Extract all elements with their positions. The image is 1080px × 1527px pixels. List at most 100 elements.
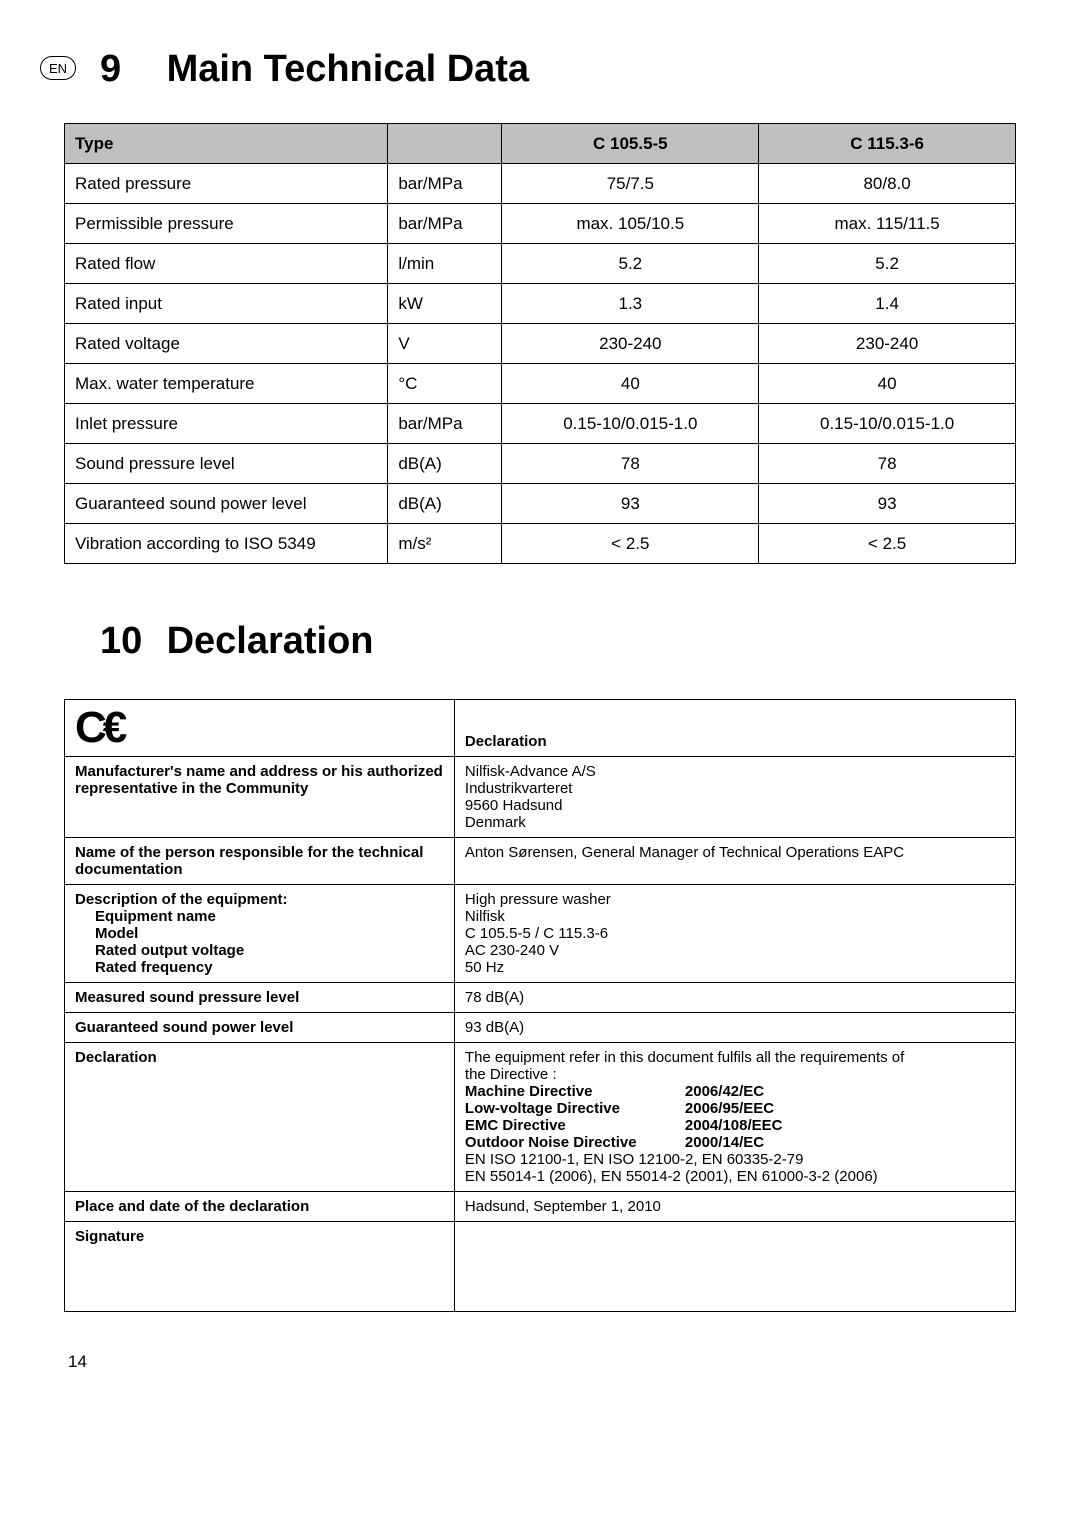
- spec-value-b: 80/8.0: [759, 164, 1016, 204]
- equip-label-l3: Model: [75, 925, 138, 942]
- directive-3: EMC Directive 2004/108/EEC: [465, 1117, 1005, 1134]
- header-type: Type: [65, 124, 388, 164]
- spec-unit: dB(A): [388, 484, 502, 524]
- spec-row: Vibration according to ISO 5349m/s²< 2.5…: [65, 524, 1016, 564]
- standards-l2: EN 55014-1 (2006), EN 55014-2 (2001), EN…: [465, 1168, 878, 1185]
- spec-value-b: 230-240: [759, 324, 1016, 364]
- equipment-description-row: Description of the equipment: Equipment …: [65, 885, 1016, 983]
- equip-label-l2: Equipment name: [75, 908, 216, 925]
- directive-4: Outdoor Noise Directive 2000/14/EC: [465, 1134, 1005, 1151]
- responsible-person-value: Anton Sørensen, General Manager of Techn…: [454, 838, 1015, 885]
- guaranteed-sound-row: Guaranteed sound power level 93 dB(A): [65, 1013, 1016, 1043]
- declaration-value: The equipment refer in this document ful…: [454, 1043, 1015, 1192]
- spec-row: Rated pressurebar/MPa75/7.580/8.0: [65, 164, 1016, 204]
- header-model-a: C 105.5-5: [502, 124, 759, 164]
- spec-unit: l/min: [388, 244, 502, 284]
- manufacturer-value: Nilfisk-Advance A/S Industrikvarteret 95…: [454, 757, 1015, 838]
- equip-value-l4: AC 230-240 V: [465, 942, 559, 959]
- dir3-name: EMC Directive: [465, 1117, 685, 1134]
- decl-intro-l2: the Directive :: [465, 1066, 557, 1083]
- place-date-value: Hadsund, September 1, 2010: [454, 1192, 1015, 1222]
- equip-value-l1: High pressure washer: [465, 891, 611, 908]
- spec-value-a: 0.15-10/0.015-1.0: [502, 404, 759, 444]
- spec-value-b: 93: [759, 484, 1016, 524]
- spec-unit: kW: [388, 284, 502, 324]
- technical-data-table: Type C 105.5-5 C 115.3-6 Rated pressureb…: [64, 123, 1016, 564]
- decl-intro-l1: The equipment refer in this document ful…: [465, 1049, 904, 1066]
- place-date-label: Place and date of the declaration: [65, 1192, 455, 1222]
- equip-label-l1: Description of the equipment:: [75, 891, 288, 908]
- equip-label-l4: Rated output voltage: [75, 942, 244, 959]
- directive-1: Machine Directive 2006/42/EC: [465, 1083, 1005, 1100]
- responsible-person-label: Name of the person responsible for the t…: [65, 838, 455, 885]
- section-10-number: 10: [100, 620, 156, 663]
- spec-label: Vibration according to ISO 5349: [65, 524, 388, 564]
- spec-header-row: Type C 105.5-5 C 115.3-6: [65, 124, 1016, 164]
- spec-value-a: 40: [502, 364, 759, 404]
- measured-sound-value: 78 dB(A): [454, 983, 1015, 1013]
- decl-header-row: C€ Declaration: [65, 700, 1016, 757]
- spec-value-a: max. 105/10.5: [502, 204, 759, 244]
- header-unit: [388, 124, 502, 164]
- spec-label: Inlet pressure: [65, 404, 388, 444]
- spec-row: Max. water temperature°C4040: [65, 364, 1016, 404]
- ce-mark-icon: C€: [75, 703, 123, 752]
- equip-value-l2: Nilfisk: [465, 908, 505, 925]
- spec-label: Rated voltage: [65, 324, 388, 364]
- section-9-heading: 9 Main Technical Data: [64, 48, 1016, 91]
- spec-label: Permissible pressure: [65, 204, 388, 244]
- page-number: 14: [64, 1352, 1016, 1372]
- spec-row: Sound pressure leveldB(A)7878: [65, 444, 1016, 484]
- spec-label: Rated pressure: [65, 164, 388, 204]
- spec-value-b: 5.2: [759, 244, 1016, 284]
- spec-value-a: 230-240: [502, 324, 759, 364]
- spec-label: Guaranteed sound power level: [65, 484, 388, 524]
- dir1-num: 2006/42/EC: [685, 1083, 764, 1100]
- measured-sound-label: Measured sound pressure level: [65, 983, 455, 1013]
- guaranteed-sound-value: 93 dB(A): [454, 1013, 1015, 1043]
- mfr-line-4: Denmark: [465, 814, 526, 831]
- spec-row: Permissible pressurebar/MPamax. 105/10.5…: [65, 204, 1016, 244]
- signature-value: [454, 1222, 1015, 1312]
- declaration-table: C€ Declaration Manufacturer's name and a…: [64, 699, 1016, 1312]
- spec-unit: dB(A): [388, 444, 502, 484]
- directive-2: Low-voltage Directive 2006/95/EEC: [465, 1100, 1005, 1117]
- dir1-name: Machine Directive: [465, 1083, 685, 1100]
- spec-row: Rated flowl/min5.25.2: [65, 244, 1016, 284]
- declaration-label: Declaration: [65, 1043, 455, 1192]
- spec-row: Inlet pressurebar/MPa0.15-10/0.015-1.00.…: [65, 404, 1016, 444]
- spec-value-b: < 2.5: [759, 524, 1016, 564]
- declaration-heading-cell: Declaration: [454, 700, 1015, 757]
- standards-l1: EN ISO 12100-1, EN ISO 12100-2, EN 60335…: [465, 1151, 804, 1168]
- equipment-value: High pressure washer Nilfisk C 105.5-5 /…: [454, 885, 1015, 983]
- mfr-line-1: Nilfisk-Advance A/S: [465, 763, 596, 780]
- section-9-number: 9: [100, 48, 156, 91]
- equip-label-l5: Rated frequency: [75, 959, 213, 976]
- spec-value-a: 78: [502, 444, 759, 484]
- spec-value-a: 1.3: [502, 284, 759, 324]
- spec-unit: bar/MPa: [388, 164, 502, 204]
- spec-value-b: max. 115/11.5: [759, 204, 1016, 244]
- spec-unit: V: [388, 324, 502, 364]
- spec-label: Max. water temperature: [65, 364, 388, 404]
- section-10-heading: 10 Declaration: [64, 620, 1016, 663]
- spec-unit: °C: [388, 364, 502, 404]
- spec-value-b: 1.4: [759, 284, 1016, 324]
- spec-label: Rated input: [65, 284, 388, 324]
- language-badge: EN: [40, 56, 76, 80]
- spec-value-b: 78: [759, 444, 1016, 484]
- guaranteed-sound-label: Guaranteed sound power level: [65, 1013, 455, 1043]
- manufacturer-row: Manufacturer's name and address or his a…: [65, 757, 1016, 838]
- declaration-directive-row: Declaration The equipment refer in this …: [65, 1043, 1016, 1192]
- place-date-row: Place and date of the declaration Hadsun…: [65, 1192, 1016, 1222]
- section-9-title: Main Technical Data: [167, 48, 530, 90]
- signature-label: Signature: [65, 1222, 455, 1312]
- responsible-person-row: Name of the person responsible for the t…: [65, 838, 1016, 885]
- spec-row: Guaranteed sound power leveldB(A)9393: [65, 484, 1016, 524]
- spec-value-a: 5.2: [502, 244, 759, 284]
- measured-sound-row: Measured sound pressure level 78 dB(A): [65, 983, 1016, 1013]
- equipment-label: Description of the equipment: Equipment …: [65, 885, 455, 983]
- signature-row: Signature: [65, 1222, 1016, 1312]
- dir3-num: 2004/108/EEC: [685, 1117, 783, 1134]
- spec-value-a: < 2.5: [502, 524, 759, 564]
